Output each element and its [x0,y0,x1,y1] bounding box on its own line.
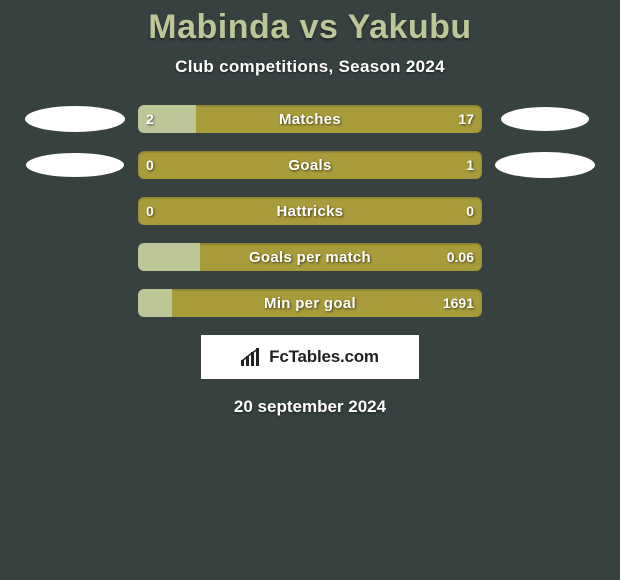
player-badge-left [25,289,125,317]
stat-value-left: 0 [146,151,154,179]
date-line: 20 september 2024 [0,397,620,417]
stat-value-right: 17 [458,105,474,133]
stat-value-right: 1691 [443,289,474,317]
player-badge-left [25,151,125,179]
stat-value-right: 0 [466,197,474,225]
stat-row: Goals per match0.06 [10,243,610,271]
stat-value-right: 1 [466,151,474,179]
source-logo: FcTables.com [201,335,419,379]
player-badge-left [25,243,125,271]
page-title: Mabinda vs Yakubu [0,8,620,47]
stats-area: Matches217Goals01Hattricks00Goals per ma… [0,105,620,317]
stat-label: Goals [138,151,482,179]
page-subtitle: Club competitions, Season 2024 [0,57,620,77]
stat-bar: Matches2 17 [138,105,482,133]
stat-bar: Min per goal1691 [138,289,482,317]
stat-bar: Hattricks0 0 [138,197,482,225]
player-badge-left [25,105,125,133]
logo-text: FcTables.com [269,347,379,367]
stat-row: Goals0 1 [10,151,610,179]
player-badge-left [25,197,125,225]
stat-bar: Goals per match0.06 [138,243,482,271]
stat-value-right: 0.06 [447,243,474,271]
stat-row: Min per goal1691 [10,289,610,317]
ellipse-icon [495,152,595,178]
stat-label: Matches [138,105,482,133]
stat-value-left: 0 [146,197,154,225]
chart-bars-icon [241,348,263,366]
player-badge-right [495,151,595,179]
stat-bar: Goals0 1 [138,151,482,179]
stat-label: Hattricks [138,197,482,225]
comparison-card: Mabinda vs Yakubu Club competitions, Sea… [0,0,620,417]
player-badge-right [495,289,595,317]
ellipse-icon [25,106,125,132]
player-badge-right [495,197,595,225]
stat-value-left: 2 [146,105,154,133]
player-badge-right [495,105,595,133]
stat-label: Goals per match [138,243,482,271]
ellipse-icon [501,107,589,131]
stat-label: Min per goal [138,289,482,317]
stat-row: Matches2 17 [10,105,610,133]
ellipse-icon [26,153,124,177]
stat-row: Hattricks0 0 [10,197,610,225]
player-badge-right [495,243,595,271]
